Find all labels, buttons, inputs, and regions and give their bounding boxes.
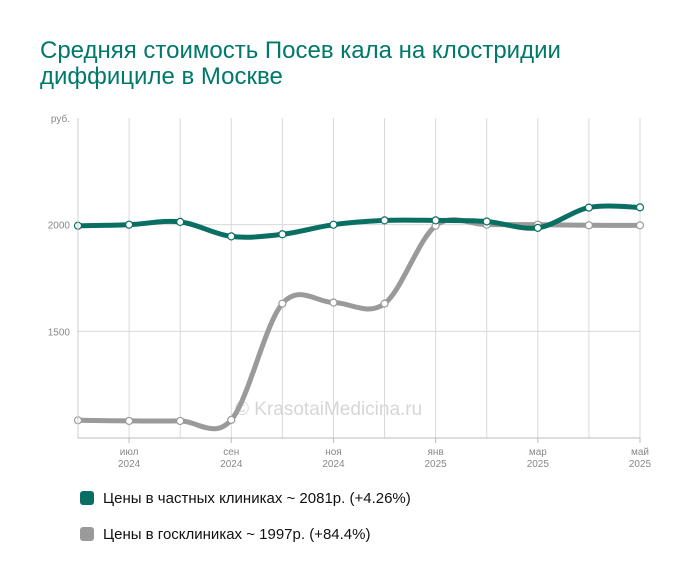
x-tick-label-year: 2024 (322, 459, 345, 470)
y-axis-unit: руб. (51, 113, 70, 125)
data-point-public[interactable] (329, 298, 338, 307)
x-tick-label-month: июл (120, 447, 139, 458)
data-point-public[interactable] (124, 416, 134, 426)
data-point-public[interactable] (380, 299, 389, 308)
series-line-private (75, 203, 643, 240)
data-point-private[interactable] (533, 223, 542, 232)
data-point-private[interactable] (431, 216, 440, 225)
data-point-public[interactable] (176, 416, 185, 426)
legend-swatch-private (80, 491, 94, 505)
x-tick-label-month: янв (428, 447, 444, 458)
legend-label-public: Цены в госклиниках ~ 1997р. (+84.4%) (103, 525, 371, 543)
chart-title: Средняя стоимость Посев кала на клострид… (40, 38, 660, 90)
legend-item-public[interactable]: Цены в госклиниках ~ 1997р. (+84.4%) (80, 524, 411, 544)
legend-swatch-public (80, 527, 94, 541)
data-point-public[interactable] (227, 415, 236, 424)
x-tick-label-month: мар (529, 447, 547, 458)
axes: 15002000руб.июл2024сен2024ноя2024янв2025… (48, 113, 652, 470)
data-point-private[interactable] (380, 216, 389, 225)
data-point-public[interactable] (278, 299, 287, 308)
legend: Цены в частных клиниках ~ 2081р. (+4.26%… (80, 488, 411, 560)
data-point-private[interactable] (227, 232, 236, 241)
x-tick-label-year: 2025 (527, 459, 550, 470)
x-tick-label-year: 2024 (220, 459, 243, 470)
data-point-private[interactable] (176, 217, 185, 226)
data-point-private[interactable] (329, 220, 338, 229)
x-tick-label-year: 2025 (425, 459, 448, 470)
x-tick-label-year: 2025 (629, 459, 652, 470)
x-tick-label-year: 2024 (118, 459, 141, 470)
watermark: © KrasotaiMedicina.ru (235, 399, 422, 420)
x-tick-label-month: сен (223, 447, 239, 458)
data-point-public[interactable] (584, 221, 594, 230)
chart-title-line-1: Средняя стоимость Посев кала на клострид… (40, 37, 561, 64)
data-point-public[interactable] (635, 221, 645, 230)
legend-item-private[interactable]: Цены в частных клиниках ~ 2081р. (+4.26%… (80, 488, 411, 508)
x-tick-label-month: май (631, 447, 649, 458)
data-point-private[interactable] (584, 203, 594, 212)
data-point-private[interactable] (278, 230, 287, 239)
data-point-private[interactable] (635, 203, 645, 212)
legend-label-private: Цены в частных клиниках ~ 2081р. (+4.26%… (103, 489, 411, 507)
x-tick-label-month: ноя (325, 447, 342, 458)
y-tick-label: 2000 (48, 221, 71, 232)
chart-title-line-2: диффициле в Москве (40, 63, 283, 90)
series-line-public (75, 217, 643, 432)
y-tick-label: 1500 (48, 327, 71, 338)
series-lines (73, 203, 645, 432)
data-point-private[interactable] (124, 220, 134, 229)
data-point-private[interactable] (482, 217, 491, 226)
grid (78, 118, 641, 438)
